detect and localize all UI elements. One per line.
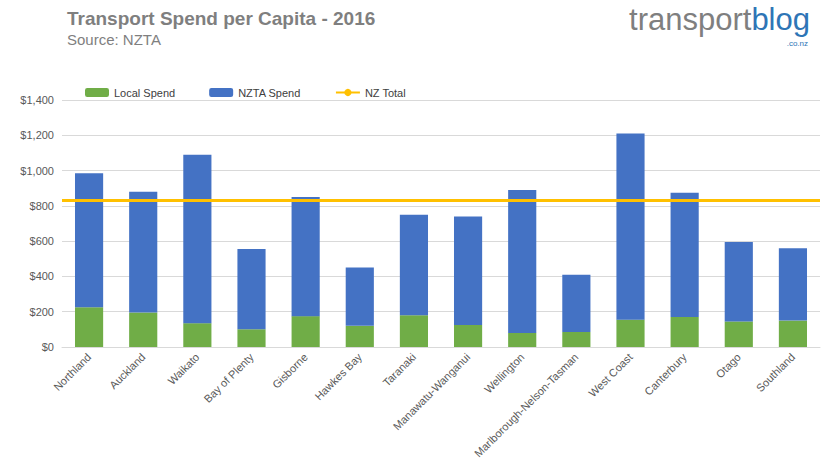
svg-text:Transport Spend per Capita - 2: Transport Spend per Capita - 2016 xyxy=(67,8,375,29)
svg-text:Hawkes Bay: Hawkes Bay xyxy=(312,350,364,402)
svg-text:Wellington: Wellington xyxy=(482,351,527,396)
svg-text:$200: $200 xyxy=(30,306,54,318)
svg-text:$1,400: $1,400 xyxy=(20,94,54,106)
svg-text:Auckland: Auckland xyxy=(107,351,147,391)
svg-text:Northland: Northland xyxy=(51,351,93,393)
svg-text:Local Spend: Local Spend xyxy=(114,87,175,99)
svg-text:$800: $800 xyxy=(30,200,54,212)
svg-text:$600: $600 xyxy=(30,235,54,247)
svg-text:$1,000: $1,000 xyxy=(20,165,54,177)
svg-text:NZTA Spend: NZTA Spend xyxy=(238,87,300,99)
svg-text:Canterbury: Canterbury xyxy=(642,350,689,397)
svg-text:Manawatu-Wanganui: Manawatu-Wanganui xyxy=(391,351,473,433)
svg-text:Southland: Southland xyxy=(754,351,797,394)
svg-text:transport: transport xyxy=(629,2,752,37)
svg-text:Source: NZTA: Source: NZTA xyxy=(67,31,161,48)
svg-text:Otago: Otago xyxy=(713,351,743,381)
svg-text:blog: blog xyxy=(751,2,810,37)
svg-text:.co.nz: .co.nz xyxy=(787,39,808,48)
svg-text:$1,200: $1,200 xyxy=(20,129,54,141)
svg-text:Gisborne: Gisborne xyxy=(270,351,310,391)
svg-text:Waikato: Waikato xyxy=(165,351,201,387)
svg-text:$0: $0 xyxy=(42,341,54,353)
svg-text:West Coast: West Coast xyxy=(586,351,634,399)
svg-text:NZ Total: NZ Total xyxy=(365,87,406,99)
svg-text:Taranaki: Taranaki xyxy=(380,351,418,389)
svg-text:$400: $400 xyxy=(30,270,54,282)
svg-text:Marlborough-Nelson-Tasman: Marlborough-Nelson-Tasman xyxy=(472,351,581,460)
svg-text:Bay of Plenty: Bay of Plenty xyxy=(201,350,256,405)
